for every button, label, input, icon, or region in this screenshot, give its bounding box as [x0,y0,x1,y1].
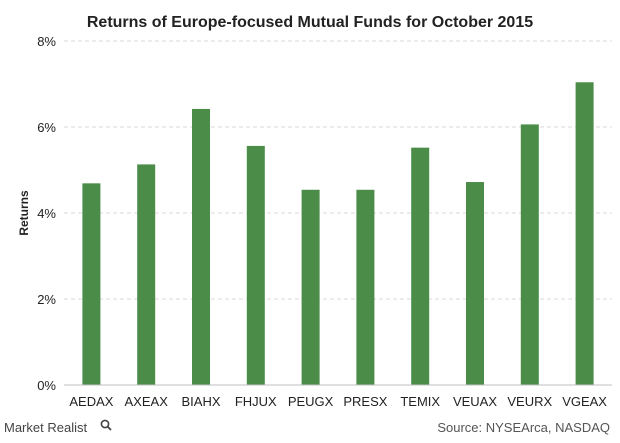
bars [82,82,594,386]
y-tick-labels: 0% 2% 4% 6% 8% [37,34,56,393]
bar-presx [356,189,375,385]
y-tick-label: 6% [37,120,56,135]
chart-title: Returns of Europe-focused Mutual Funds f… [87,14,533,31]
grid-lines [64,40,612,300]
y-tick-label: 0% [37,378,56,393]
bar-vgeax [575,82,594,385]
bar-peugx [301,189,320,385]
bar-veurx [520,124,539,386]
bar-biahx [192,108,210,385]
bar-fhjux [246,145,265,385]
brand-logo: Market Realist [4,419,112,435]
x-tick-label: VEUAX [453,394,497,409]
x-tick-label: TEMIX [400,394,440,409]
source-note: Source: NYSEArca, NASDAQ [437,420,610,435]
x-tick-label: PEUGX [288,394,334,409]
x-tick-label: VEURX [507,394,552,409]
x-tick-label: VGEAX [562,394,607,409]
x-tick-labels: AEDAX AXEAX BIAHX FHJUX PEUGX PRESX TEMIX VEUAX… [69,394,607,409]
bar-temix [411,147,430,385]
x-tick-label: AEDAX [69,394,113,409]
bar-aedax [82,183,101,385]
y-axis-label: Returns [17,190,31,236]
x-tick-label: AXEAX [125,394,169,409]
y-tick-label: 4% [37,206,56,221]
x-tick-label: BIAHX [181,394,220,409]
bar-veuax [466,182,484,385]
brand-name: Market Realist [4,420,87,435]
y-tick-label: 8% [37,34,56,49]
x-tick-label: PRESX [343,394,387,409]
x-tick-label: FHJUX [235,394,277,409]
y-tick-label: 2% [37,292,56,307]
bar-axeax [137,164,156,385]
magnifier-icon [100,419,112,431]
